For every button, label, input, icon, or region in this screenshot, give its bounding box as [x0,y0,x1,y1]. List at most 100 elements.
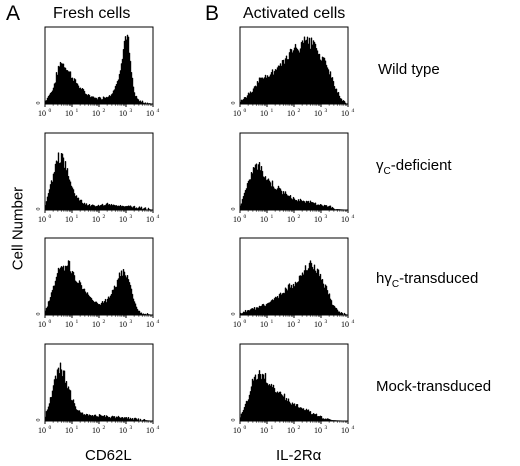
panel-a-gc_def-x-tick-label: 10 [146,215,154,224]
panel-a-gc_def-x-tick-exponent: 2 [103,214,106,220]
panel-b-hgc-x-tick-exponent: 2 [298,319,301,325]
panel-b-gc_def-histogram [239,162,349,211]
panel-a-hgc-x-tick-label: 10 [65,320,73,329]
gamma-symbol: γ [384,270,392,287]
panel-b-gc_def-x-tick-label: 10 [233,215,241,224]
panel-a-mock-x-tick-exponent: 1 [76,425,79,431]
panel-a-hgc-x-tick-exponent: 3 [130,319,133,325]
panel-a-hgc-x-tick-exponent: 1 [76,319,79,325]
panel-b-wt-x-tick-label: 10 [341,109,349,118]
panel-b-title: Activated cells [243,5,346,22]
panel-b-mock-x-tick-label: 10 [233,426,241,435]
panel-b-hgc-x-tick-label: 10 [341,320,349,329]
panel-a-gc_def-x-tick-exponent: 4 [157,214,160,220]
panel-a-wt-x-tick-label: 10 [119,109,127,118]
panel-a-mock-y-zero-label: 0 [36,419,42,422]
row-label-wild-type-text: Wild type [378,61,440,78]
panel-b-gc_def-x-tick-exponent: 4 [352,214,355,220]
panel-a-mock-x-tick-label: 10 [92,426,100,435]
panel-a-wt-x-tick-exponent: 1 [76,108,79,114]
panel-a-wt-x-tick-label: 10 [65,109,73,118]
panel-a-mock-x-tick-exponent: 0 [49,425,52,431]
panel-a-hgc-x-tick-label: 10 [38,320,46,329]
panel-a-title: Fresh cells [53,5,131,22]
row-label-gc-deficient-text: -deficient [390,157,452,174]
panel-b-gc_def-x-tick-label: 10 [314,215,322,224]
panel-a-wt-x-tick-exponent: 2 [103,108,106,114]
panel-a-gc_def-x-tick-exponent: 3 [130,214,133,220]
panel-a-wt-histogram [44,34,154,105]
panel-a-gc_def-histogram [44,152,154,211]
panel-a-mock-x-tick-exponent: 3 [130,425,133,431]
panel-b-mock-x-tick-label: 10 [314,426,322,435]
gamma-symbol: γ [376,157,384,174]
panel-a-mock-x-tick-exponent: 4 [157,425,160,431]
panel-b-mock-x-tick-exponent: 3 [325,425,328,431]
panel-letter-a: A [6,2,21,25]
panel-b-wt-x-tick-exponent: 0 [244,108,247,114]
row-label-mock-transduced-text: Mock-transduced [376,378,492,395]
panel-a-gc_def-x-tick-label: 10 [38,215,46,224]
panel-a-mock-x-tick-exponent: 2 [103,425,106,431]
panel-b-x-axis-title: IL-2Rα [276,447,322,464]
panel-b-wt-x-tick-exponent: 2 [298,108,301,114]
panel-b-hgc-x-tick-label: 10 [314,320,322,329]
panel-b-wt-x-tick-label: 10 [287,109,295,118]
gamma-subscript: C [383,166,391,177]
panel-a-gc_def-x-tick-label: 10 [92,215,100,224]
row-label-hgc-transduced: hγC-transduced [376,270,478,290]
panel-b-hgc-x-tick-exponent: 1 [271,319,274,325]
panel-b-wt-y-zero-label: 0 [231,102,237,105]
panel-b-hgc-x-tick-label: 10 [260,320,268,329]
panel-a-gc_def-y-zero-label: 0 [36,208,42,211]
panel-a-hgc-x-tick-label: 10 [92,320,100,329]
row-label-mock-transduced: Mock-transduced [376,378,491,395]
panel-b-gc_def-x-tick-exponent: 0 [244,214,247,220]
panel-a-x-axis-title: CD62L [85,447,132,464]
panel-b-wt-histogram [239,36,349,105]
h-prefix: h [376,270,385,287]
panel-a-hgc-histogram [44,260,154,316]
panel-b-wt-x-tick-exponent: 1 [271,108,274,114]
panel-b-mock-x-tick-label: 10 [287,426,295,435]
panel-b-gc_def-x-tick-label: 10 [287,215,295,224]
panel-b-wt-x-tick-label: 10 [314,109,322,118]
panel-b-wt-x-tick-label: 10 [260,109,268,118]
panel-letter-b: B [205,2,220,25]
panel-a-gc_def-x-tick-exponent: 1 [76,214,79,220]
panel-b-mock-x-tick-label: 10 [260,426,268,435]
panel-a-hgc-x-tick-label: 10 [146,320,154,329]
panel-a-wt-x-tick-label: 10 [146,109,154,118]
panel-a-hgc-x-tick-exponent: 0 [49,319,52,325]
panel-a-mock-histogram [44,362,154,422]
panel-b-hgc-x-tick-label: 10 [287,320,295,329]
row-label-hgc-transduced-text: -transduced [399,270,479,287]
panel-a-wt-x-tick-label: 10 [92,109,100,118]
panel-a-mock-x-tick-label: 10 [65,426,73,435]
panel-b-gc_def-x-tick-exponent: 2 [298,214,301,220]
panel-a-mock-x-tick-label: 10 [38,426,46,435]
panel-b-hgc-y-zero-label: 0 [231,313,237,316]
panel-a-wt-x-tick-exponent: 0 [49,108,52,114]
panel-a-wt-x-tick-exponent: 4 [157,108,160,114]
panel-a-wt-x-tick-label: 10 [38,109,46,118]
panel-b-mock-x-tick-exponent: 1 [271,425,274,431]
panel-b-mock-x-tick-label: 10 [341,426,349,435]
panel-a-gc_def-x-tick-label: 10 [119,215,127,224]
panel-b-gc_def-y-zero-label: 0 [231,208,237,211]
panel-b-hgc-x-tick-exponent: 4 [352,319,355,325]
panel-a-wt-y-zero-label: 0 [36,102,42,105]
panel-a-wt-x-tick-exponent: 3 [130,108,133,114]
panel-b-hgc-x-tick-exponent: 0 [244,319,247,325]
gamma-subscript: C [391,279,400,290]
panel-b-gc_def-x-tick-label: 10 [341,215,349,224]
row-label-wild-type: Wild type [378,61,440,78]
panel-a-mock-x-tick-label: 10 [119,426,127,435]
panel-b-mock-y-zero-label: 0 [231,419,237,422]
panel-a-mock-x-tick-label: 10 [146,426,154,435]
panel-b-hgc-histogram [239,260,349,316]
panel-b-gc_def-x-tick-exponent: 3 [325,214,328,220]
panel-b-wt-x-tick-exponent: 3 [325,108,328,114]
panel-b-wt-x-tick-exponent: 4 [352,108,355,114]
